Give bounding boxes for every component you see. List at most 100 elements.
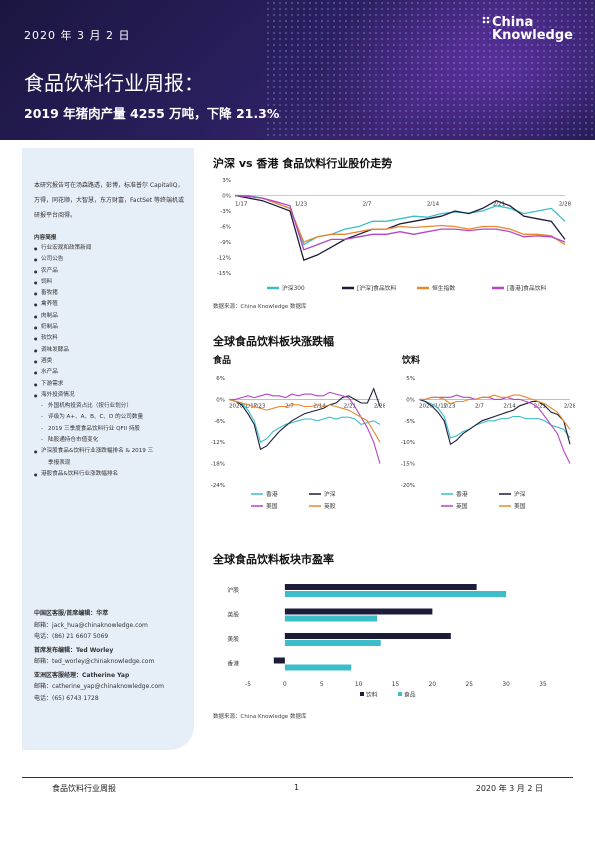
logo-dots-icon xyxy=(482,16,490,24)
series-line xyxy=(229,391,381,464)
page-title: 食品饮料行业周报： xyxy=(24,71,204,95)
contact-email[interactable]: 邮箱：ted_worley@chinaknowledge.com xyxy=(34,658,155,665)
contacts-block: 中国区客服/首席编辑：华萃邮箱：jack_hua@chinaknowledge.… xyxy=(34,608,194,706)
y-tick-label: -12% xyxy=(211,440,225,446)
bar-category-label: 香港 xyxy=(227,660,239,668)
x-tick-label: 35 xyxy=(539,682,547,688)
legend-label: 饮料 xyxy=(366,691,378,699)
legend-label: 英股 xyxy=(324,502,336,510)
toc-item: 下游需求 xyxy=(34,379,190,391)
x-tick-label: 2/7 xyxy=(363,202,372,208)
section3-title: 全球食品饮料板块市盈率 xyxy=(213,553,334,566)
legend-label: 食品 xyxy=(404,691,416,699)
y-tick-label: -15% xyxy=(217,271,231,277)
toc-item: 沪深股食品&饮料行业涨跌幅排名 & 2019 三 xyxy=(34,446,190,458)
section1-title: 沪深 vs 香港 食品饮料行业股价走势 xyxy=(213,157,393,170)
legend-label: 沪深300 xyxy=(282,284,305,292)
series-line xyxy=(418,398,571,439)
bar xyxy=(284,640,381,646)
x-tick-label: 2/7 xyxy=(475,403,484,409)
toc-header: 内容简报 xyxy=(34,235,57,241)
y-tick-label: -6% xyxy=(220,225,231,231)
y-tick-label: -9% xyxy=(220,240,231,246)
y-tick-label: 0% xyxy=(222,194,231,200)
series-line xyxy=(234,194,566,261)
contact-title: 中国区客服/首席编辑：华萃 xyxy=(34,610,109,617)
toc-item: 酒类 xyxy=(34,356,190,368)
legend-label: 恒生指数 xyxy=(432,284,455,292)
y-tick-label: 0% xyxy=(406,397,415,403)
series-line xyxy=(418,398,571,446)
toc-subitem: 2019 三季度食品饮料行业 QFII 持股 xyxy=(34,424,190,436)
series-line xyxy=(228,398,381,444)
toc-item: 农产品 xyxy=(34,266,190,278)
y-tick-label: 3% xyxy=(222,178,231,184)
intro-text: 本研究报告可在汤森路透，彭博，标准普尔 CapitalIQ，万得，同花顺，大智慧… xyxy=(34,182,184,219)
x-tick-label: 1/17 xyxy=(235,202,248,208)
toc-item: 水产品 xyxy=(34,367,190,379)
y-tick-label: -20% xyxy=(401,483,415,489)
toc-item: 奶制品 xyxy=(34,322,190,334)
legend-label: 美国 xyxy=(266,502,278,510)
toc-subitem: 外国机构投资占比（按行业划分） xyxy=(34,401,190,413)
y-tick-label: -5% xyxy=(404,419,415,425)
legend-label: [香港]食品饮料 xyxy=(507,284,547,292)
x-tick-label: 10 xyxy=(355,682,363,688)
x-tick-label: 1/23 xyxy=(253,403,266,409)
legend-label: [沪深]食品饮料 xyxy=(357,284,397,292)
contact-title: 亚洲区客服经理：Catherine Yap xyxy=(34,671,130,679)
x-tick-label: -5 xyxy=(245,682,251,688)
legend-swatch xyxy=(398,692,402,696)
footer-divider xyxy=(22,777,573,778)
x-tick-label: 2/28 xyxy=(559,202,572,208)
contact-email[interactable]: 邮箱：catherine_yap@chinaknowledge.com xyxy=(34,683,164,690)
x-tick-label: 2/14 xyxy=(427,202,440,208)
toc-item: 饲料 xyxy=(34,277,190,289)
toc-subitem: 评级为 A+、A、B、C、D 的公司数量 xyxy=(34,412,190,424)
line-chart-drink: 5% 0% -5% -10% -15% -20% 2020/1/171/23 2/7 2/14 2… xyxy=(401,376,575,510)
x-tick-label: 15 xyxy=(392,682,400,688)
x-tick-label: 2/14 xyxy=(503,403,516,409)
x-tick-label: 25 xyxy=(466,682,474,688)
y-tick-label: 6% xyxy=(216,376,225,382)
bar-category-label: 沪股 xyxy=(227,586,239,594)
report-date: 2020 年 3 月 2 日 xyxy=(24,29,131,42)
toc-item: 海外投资情况 xyxy=(34,390,190,402)
toc-item: 行业宏观和政策新闻 xyxy=(34,243,190,255)
x-tick-label: 5 xyxy=(320,682,324,688)
page-subtitle: 2019 年猪肉产量 4255 万吨，下降 21.3% xyxy=(24,106,280,121)
bar xyxy=(273,657,285,664)
x-tick-label: 2/21 xyxy=(534,403,546,409)
y-tick-label: -10% xyxy=(401,440,415,446)
x-tick-label: 2/21 xyxy=(344,403,356,409)
contact-email[interactable]: 邮箱：jack_hua@chinaknowledge.com xyxy=(34,621,148,629)
contact-phone: 电话：(65) 6743 1728 xyxy=(34,694,99,702)
legend-label: 美国 xyxy=(514,502,526,510)
page-number: 1 xyxy=(294,783,300,792)
footer-title: 食品饮料行业周报 xyxy=(52,784,116,793)
x-tick-label: 2/28 xyxy=(564,403,575,409)
contact-group: 亚洲区客服经理：Catherine Yap 邮箱：catherine_yap@ch… xyxy=(34,670,194,705)
x-tick-label: 2/7 xyxy=(285,403,294,409)
logo-line1: China xyxy=(492,15,534,30)
drink-chart-label: 饮料 xyxy=(402,356,421,366)
legend-label: 香港 xyxy=(266,490,278,498)
y-tick-label: 5% xyxy=(406,376,415,382)
bar xyxy=(284,584,477,590)
y-tick-label: -3% xyxy=(220,209,231,215)
logo-line2: Knowledge xyxy=(492,28,573,43)
x-tick-label: 1/23 xyxy=(295,202,308,208)
series-line xyxy=(419,394,571,430)
line-chart-price-trend: 3% 0% -3% -6% -9% -12% -15% 1/17 1/23 2/7 2/14 2/21… xyxy=(217,178,572,292)
bar xyxy=(284,608,433,615)
legend-label: 沪深 xyxy=(514,490,526,498)
contact-group: 中国区客服/首席编辑：华萃邮箱：jack_hua@chinaknowledge.… xyxy=(34,608,194,643)
header-banner xyxy=(0,0,595,140)
line-chart-food: 6%0%-6%-12%-18%-24%2020/1/171/23 2/7 2/14 2… xyxy=(211,376,385,510)
x-tick-label: 1/23 xyxy=(443,403,456,409)
footer-date: 2020 年 3 月 2 日 xyxy=(475,784,543,793)
toc-item: 肉制品 xyxy=(34,311,190,323)
y-tick-label: -18% xyxy=(211,462,225,468)
legend-label: 沪深 xyxy=(324,490,336,498)
